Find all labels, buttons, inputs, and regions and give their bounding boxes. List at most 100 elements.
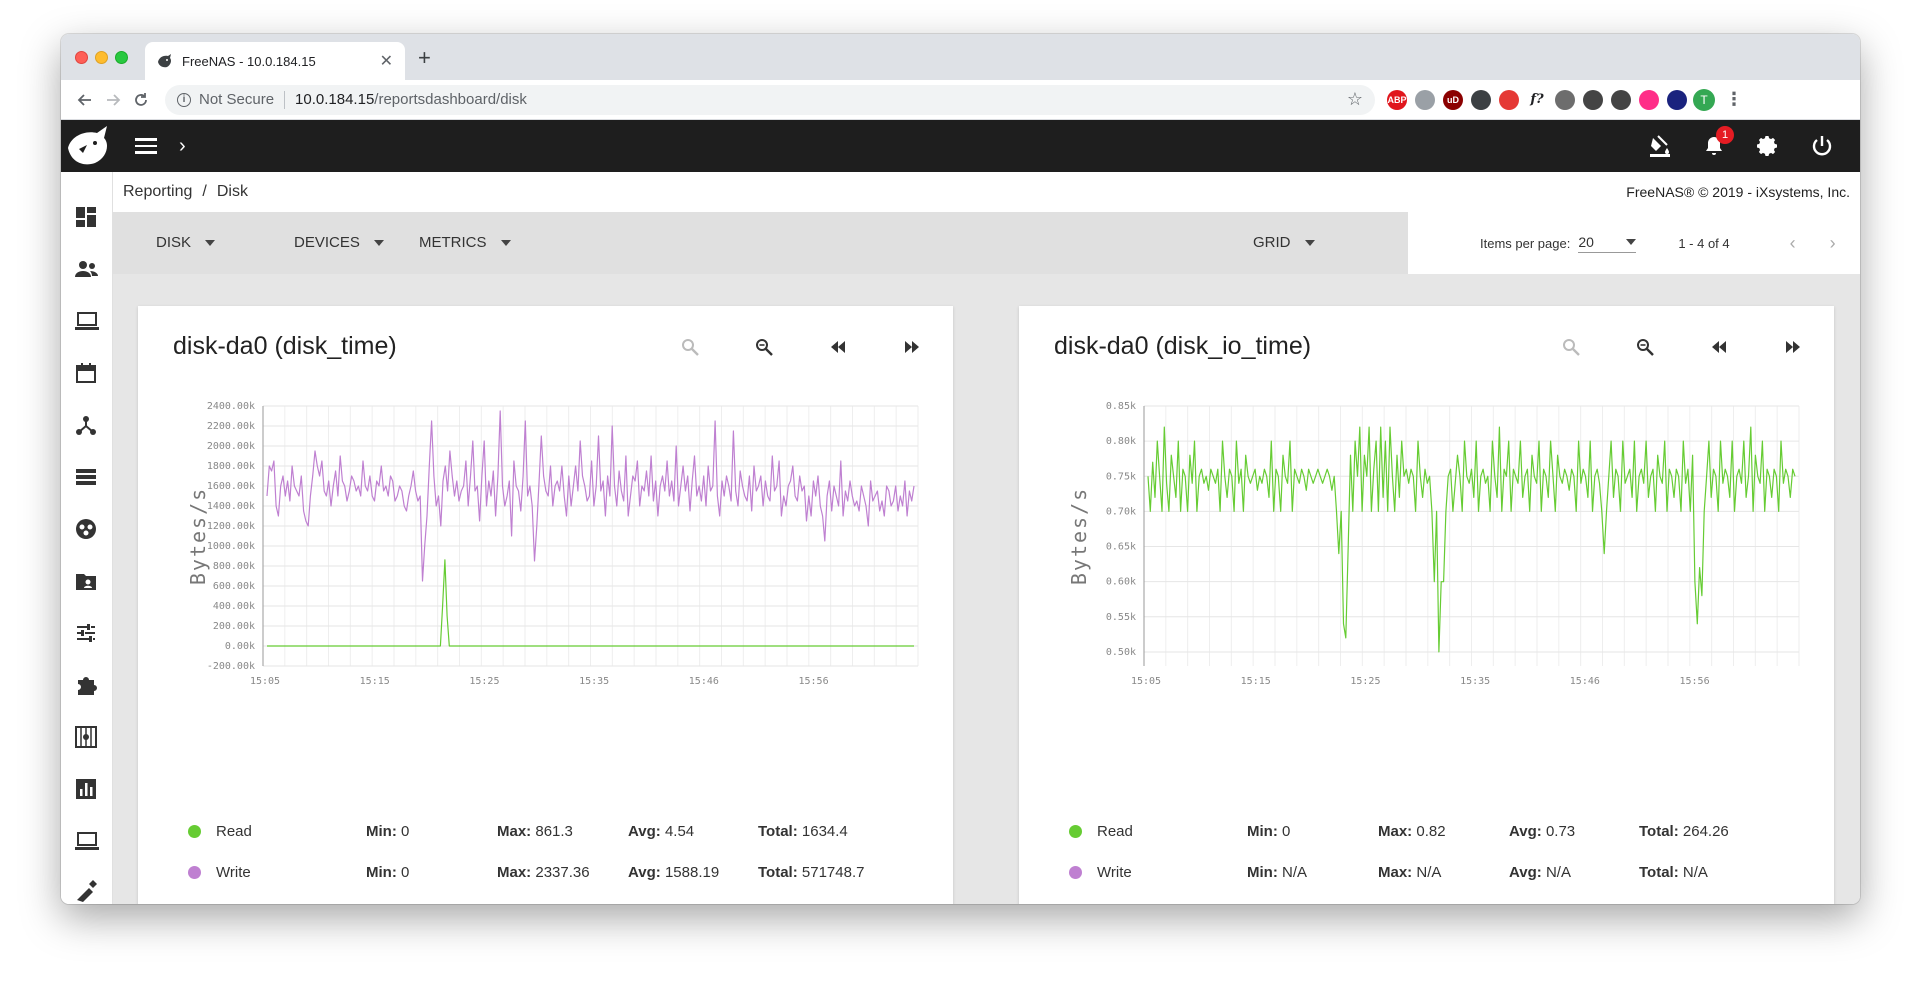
info-icon[interactable]: i xyxy=(177,92,191,107)
screenshot-icon[interactable] xyxy=(1611,89,1631,110)
metrics-dropdown[interactable]: METRICS xyxy=(419,234,511,251)
stop-hand-icon[interactable] xyxy=(1499,89,1519,110)
items-per-page-select[interactable]: 20 xyxy=(1578,234,1637,253)
y-tick-label: 0.50k xyxy=(1106,647,1136,658)
reload-icon xyxy=(135,92,147,106)
media-icon[interactable] xyxy=(1583,89,1603,110)
total-value: N/A xyxy=(1682,863,1708,881)
step-forward-icon[interactable] xyxy=(901,336,923,358)
ublock-icon[interactable]: uD xyxy=(1443,89,1463,110)
avg-label: Avg: xyxy=(628,822,661,840)
max-label: Max: xyxy=(497,863,532,881)
bird-icon[interactable] xyxy=(1667,89,1687,110)
close-window-button[interactable] xyxy=(75,51,88,64)
theme-paint-bucket-icon[interactable] xyxy=(1648,134,1672,158)
reporting-chart-icon[interactable] xyxy=(75,778,99,802)
breadcrumb: Reporting / Disk xyxy=(123,183,248,201)
formula-icon[interactable]: f? xyxy=(1530,92,1544,107)
grid-layout-dropdown[interactable]: GRID xyxy=(1253,234,1315,251)
new-tab-button[interactable]: + xyxy=(418,45,431,70)
total-label: Total: xyxy=(758,822,798,840)
legend-series-name: Read xyxy=(216,822,252,840)
services-tune-icon[interactable] xyxy=(75,622,99,646)
zoom-in-icon[interactable] xyxy=(1560,336,1582,358)
max-label: Max: xyxy=(1378,863,1413,881)
y-tick-label: 0.85k xyxy=(1106,401,1136,412)
y-tick-label: 1400.00k xyxy=(207,501,255,512)
breadcrumb-reporting-link[interactable]: Reporting xyxy=(123,183,193,200)
power-icon[interactable] xyxy=(1810,134,1834,158)
notifications-bell-icon[interactable]: 1 xyxy=(1702,126,1734,158)
previous-page-button[interactable]: ‹ xyxy=(1789,232,1796,253)
storage-icon[interactable] xyxy=(75,466,99,490)
address-bar[interactable]: i Not Secure 10.0.184.15/reportsdashboar… xyxy=(165,84,1375,115)
link-icon[interactable] xyxy=(1639,89,1659,110)
browser-toolbar: i Not Secure 10.0.184.15/reportsdashboar… xyxy=(61,80,1860,120)
zoom-in-icon[interactable] xyxy=(679,336,701,358)
write-series-dot xyxy=(1069,865,1082,879)
y-axis-label: Bytes/s xyxy=(1067,487,1091,585)
minimize-window-button[interactable] xyxy=(95,51,108,64)
min-value: 0 xyxy=(401,863,410,881)
jails-icon[interactable] xyxy=(75,726,99,750)
zoom-out-icon[interactable] xyxy=(1634,336,1656,358)
step-back-icon[interactable] xyxy=(827,336,849,358)
y-tick-label: 400.00k xyxy=(213,601,255,612)
profile-avatar[interactable]: T xyxy=(1693,88,1715,111)
step-back-icon[interactable] xyxy=(1708,336,1730,358)
devices-dropdown[interactable]: DEVICES xyxy=(294,234,384,251)
sharing-folder-icon[interactable] xyxy=(75,570,99,594)
devices-dropdown-label: DEVICES xyxy=(294,234,360,251)
page-range-label: 1 - 4 of 4 xyxy=(1678,235,1730,251)
system-laptop-icon[interactable] xyxy=(75,310,99,334)
globe-icon[interactable] xyxy=(1555,89,1575,110)
chevron-right-icon[interactable]: › xyxy=(179,134,186,157)
total-value: 1634.4 xyxy=(801,822,848,840)
freenas-logo-icon[interactable] xyxy=(61,120,115,172)
caret-down-icon xyxy=(205,239,216,246)
legend-row-write: Write Min: N/A Max: N/A Avg: N/A Total: … xyxy=(1069,861,1789,883)
zoom-out-icon[interactable] xyxy=(753,336,775,358)
settings-gear-icon[interactable] xyxy=(1756,134,1780,158)
forward-button[interactable] xyxy=(99,86,127,114)
display-system-processes-icon[interactable] xyxy=(75,880,99,904)
accounts-users-icon[interactable] xyxy=(75,258,99,282)
tasks-calendar-icon[interactable] xyxy=(75,362,99,386)
y-tick-label: -200.00k xyxy=(207,661,255,672)
close-tab-icon[interactable]: ✕ xyxy=(379,53,393,70)
arrow-left-icon xyxy=(77,93,91,106)
disk-dropdown-label: DISK xyxy=(156,234,192,251)
sidebar xyxy=(61,172,113,904)
min-value: 0 xyxy=(401,822,410,840)
tab-title: FreeNAS - 10.0.184.15 xyxy=(182,53,316,69)
tab-strip: FreeNAS - 10.0.184.15 ✕ + xyxy=(61,34,1860,80)
bookmark-star-icon[interactable]: ☆ xyxy=(1346,89,1363,109)
hamburger-menu-button[interactable] xyxy=(135,134,157,158)
adblock-icon[interactable]: ABP xyxy=(1387,89,1407,110)
legend-row-write: Write Min: 0 Max: 2337.36 Avg: 1588.19 T… xyxy=(188,861,908,883)
back-button[interactable] xyxy=(71,86,99,114)
directory-services-icon[interactable] xyxy=(75,518,99,542)
dashboard-icon[interactable] xyxy=(75,206,99,230)
plugins-puzzle-icon[interactable] xyxy=(75,674,99,698)
network-icon[interactable] xyxy=(75,414,99,438)
next-page-button[interactable]: › xyxy=(1829,232,1836,253)
downloader-icon[interactable] xyxy=(1471,89,1491,110)
y-tick-label: 1000.00k xyxy=(207,541,255,552)
y-tick-label: 800.00k xyxy=(213,561,255,572)
legend-row-read: Read Min: 0 Max: 0.82 Avg: 0.73 Total: 2… xyxy=(1069,820,1789,842)
report-card-disk-io-time: disk-da0 (disk_io_time) 0.50k 0.55k 0.60k 0… xyxy=(1019,306,1834,904)
arrow-right-icon xyxy=(107,93,121,106)
disk-dropdown[interactable]: DISK xyxy=(156,234,216,251)
virtual-machines-icon[interactable] xyxy=(75,830,99,854)
total-value: 264.26 xyxy=(1682,822,1729,840)
browser-menu-icon[interactable]: ⋮ xyxy=(1725,89,1743,109)
disk-io-time-chart: 0.50k 0.55k 0.60k 0.65k 0.70k 0.75k 0.80k 0.85k… xyxy=(1067,401,1800,687)
download-arrow-icon[interactable] xyxy=(1415,89,1435,110)
browser-tab[interactable]: FreeNAS - 10.0.184.15 ✕ xyxy=(145,42,405,80)
maximize-window-button[interactable] xyxy=(115,51,128,64)
reload-button[interactable] xyxy=(127,86,155,114)
avg-value: 4.54 xyxy=(664,822,695,840)
report-filter-bar: DISK DEVICES METRICS GRID Items per page… xyxy=(113,212,1860,274)
step-forward-icon[interactable] xyxy=(1782,336,1804,358)
